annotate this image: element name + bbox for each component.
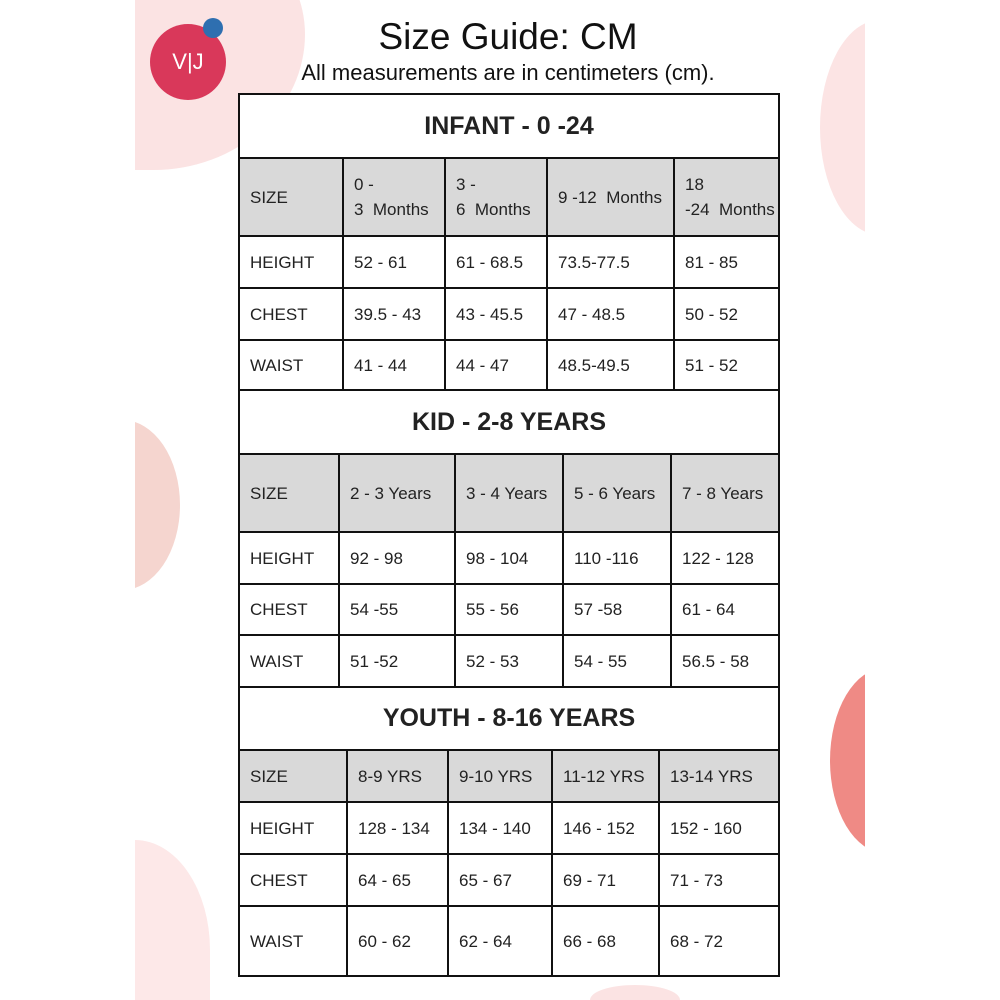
youth-table: YOUTH - 8-16 YEARS SIZE 8-9 YRS 9-10 YRS 11-… xyxy=(237,686,781,977)
table-cell: 92 - 98 xyxy=(338,531,456,585)
table-cell: 47 - 48.5 xyxy=(546,287,675,341)
table-row: CHEST 39.5 - 43 43 - 45.5 47 - 48.5 50 - 52 xyxy=(238,287,780,341)
table-cell: 61 - 68.5 xyxy=(444,235,548,289)
row-label: CHEST xyxy=(238,583,340,636)
page-subtitle: All measurements are in centimeters (cm)… xyxy=(301,60,715,85)
size-table: INFANT - 0 -24 SIZE 0 - 3 Months 3 - 6 Mont… xyxy=(238,93,780,391)
table-cell: 41 - 44 xyxy=(342,339,446,391)
table-cell: 71 - 73 xyxy=(657,853,781,907)
column-header: SIZE xyxy=(238,453,340,533)
row-label: CHEST xyxy=(238,853,348,907)
decor-blob xyxy=(135,420,180,590)
table-row: CHEST 64 - 65 65 - 67 69 - 71 71 - 73 xyxy=(238,853,781,907)
table-cell: 54 - 55 xyxy=(562,634,672,688)
column-header: 2 - 3 Years xyxy=(338,453,456,533)
table-cell: 51 - 52 xyxy=(673,339,780,391)
table-cell: 98 - 104 xyxy=(454,531,564,585)
column-header: 9 -12 Months xyxy=(546,157,675,237)
logo-text: V|J xyxy=(172,49,204,74)
table-cell: 55 - 56 xyxy=(454,583,564,636)
size-table: YOUTH - 8-16 YEARS SIZE 8-9 YRS 9-10 YRS 11-… xyxy=(237,686,781,977)
section-title: KID - 2-8 YEARS xyxy=(237,389,781,455)
column-header: 3 - 6 Months xyxy=(444,157,548,237)
column-header: 3 - 4 Years xyxy=(454,453,564,533)
infant-table: INFANT - 0 -24 SIZE 0 - 3 Months 3 - 6 Mont… xyxy=(238,93,780,391)
table-cell: 66 - 68 xyxy=(551,905,660,977)
row-label: WAIST xyxy=(238,339,344,391)
table-cell: 50 - 52 xyxy=(673,287,780,341)
row-label: CHEST xyxy=(238,287,344,341)
table-row: WAIST 51 -52 52 - 53 54 - 55 56.5 - 58 xyxy=(238,634,781,688)
table-cell: 134 - 140 xyxy=(447,801,553,855)
table-cell: 43 - 45.5 xyxy=(444,287,548,341)
table-cell: 52 - 53 xyxy=(454,634,564,688)
column-header: 7 - 8 Years xyxy=(669,453,781,533)
table-cell: 81 - 85 xyxy=(673,235,780,289)
table-cell: 61 - 64 xyxy=(669,583,781,636)
table-cell: 54 -55 xyxy=(338,583,456,636)
table-cell: 73.5-77.5 xyxy=(546,235,675,289)
row-label: WAIST xyxy=(238,905,348,977)
table-cell: 128 - 134 xyxy=(346,801,449,855)
column-header: 5 - 6 Years xyxy=(562,453,672,533)
table-cell: 122 - 128 xyxy=(669,531,781,585)
column-header: 8-9 YRS xyxy=(346,749,449,803)
section-title: INFANT - 0 -24 xyxy=(238,93,780,159)
kid-table: KID - 2-8 YEARS SIZE 2 - 3 Years 3 - 4 Year… xyxy=(237,389,781,688)
table-cell: 52 - 61 xyxy=(342,235,446,289)
table-cell: 57 -58 xyxy=(562,583,672,636)
table-cell: 51 -52 xyxy=(338,634,456,688)
column-header: 13-14 YRS xyxy=(657,749,781,803)
decor-blob xyxy=(135,840,210,1000)
decor-blob xyxy=(820,20,865,235)
size-table: KID - 2-8 YEARS SIZE 2 - 3 Years 3 - 4 Year… xyxy=(237,389,781,688)
table-cell: 69 - 71 xyxy=(551,853,660,907)
table-cell: 44 - 47 xyxy=(444,339,548,391)
section-title: YOUTH - 8-16 YEARS xyxy=(237,686,781,751)
table-cell: 60 - 62 xyxy=(346,905,449,977)
column-header: SIZE xyxy=(238,157,344,237)
row-label: WAIST xyxy=(238,634,340,688)
table-cell: 56.5 - 58 xyxy=(669,634,781,688)
column-header: 11-12 YRS xyxy=(551,749,660,803)
page-title: Size Guide: CM xyxy=(378,16,638,57)
table-cell: 152 - 160 xyxy=(657,801,781,855)
table-row: WAIST 41 - 44 44 - 47 48.5-49.5 51 - 52 xyxy=(238,339,780,391)
column-header: 9-10 YRS xyxy=(447,749,553,803)
table-cell: 146 - 152 xyxy=(551,801,660,855)
column-header: 18 -24 Months xyxy=(673,157,780,237)
table-cell: 48.5-49.5 xyxy=(546,339,675,391)
column-header: SIZE xyxy=(238,749,348,803)
table-cell: 65 - 67 xyxy=(447,853,553,907)
table-row: HEIGHT 92 - 98 98 - 104 110 -116 122 - 128 xyxy=(238,531,781,585)
table-cell: 68 - 72 xyxy=(657,905,781,977)
decor-blob xyxy=(590,985,680,1000)
row-label: HEIGHT xyxy=(238,235,344,289)
table-cell: 64 - 65 xyxy=(346,853,449,907)
table-cell: 110 -116 xyxy=(562,531,672,585)
table-row: CHEST 54 -55 55 - 56 57 -58 61 - 64 xyxy=(238,583,781,636)
column-header: 0 - 3 Months xyxy=(342,157,446,237)
table-row: WAIST 60 - 62 62 - 64 66 - 68 68 - 72 xyxy=(238,905,781,977)
table-cell: 39.5 - 43 xyxy=(342,287,446,341)
table-row: HEIGHT 52 - 61 61 - 68.5 73.5-77.5 81 - 85 xyxy=(238,235,780,289)
decor-blob xyxy=(830,668,865,853)
table-cell: 62 - 64 xyxy=(447,905,553,977)
logo-dot xyxy=(203,18,223,38)
row-label: HEIGHT xyxy=(238,801,348,855)
row-label: HEIGHT xyxy=(238,531,340,585)
table-row: HEIGHT 128 - 134 134 - 140 146 - 152 152 - 1… xyxy=(238,801,781,855)
